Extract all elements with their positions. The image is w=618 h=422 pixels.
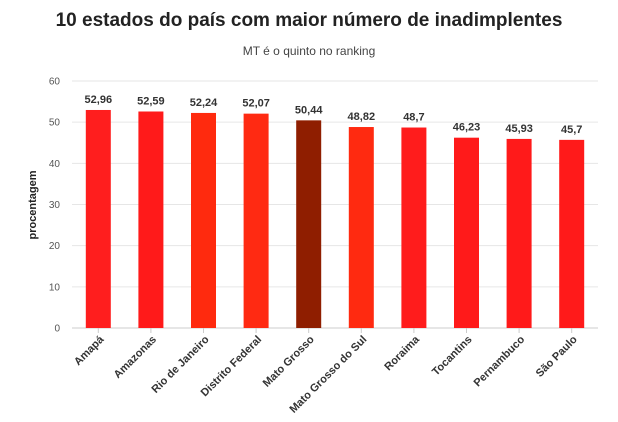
x-tick-label: Amazonas [112,334,159,381]
data-label: 45,93 [505,123,533,135]
x-tick-label: Roraima [382,333,422,373]
bar-0 [85,109,111,329]
x-tick-label: Pernambuco [472,333,528,389]
y-axis-label: procentagem [27,170,39,239]
data-label: 48,7 [403,112,424,124]
bar-7 [454,137,479,328]
data-label: 45,7 [561,124,582,136]
chart-subtitle: MT é o quinto no ranking [242,44,376,58]
y-tick-label: 0 [54,324,60,335]
bar-8 [506,138,532,328]
bar-1 [138,111,164,328]
x-tick-label: Tocantins [430,334,475,379]
data-label: 52,96 [85,94,113,106]
data-label: 48,82 [348,111,376,123]
y-tick-label: 40 [49,159,61,170]
bar-5 [348,127,374,329]
bar-9 [559,139,585,328]
data-label: 52,07 [242,98,270,110]
bar-6 [401,127,427,328]
x-tick-label: Mato Grosso [261,333,317,389]
y-tick-label: 30 [49,200,61,211]
data-label: 52,59 [137,96,165,108]
data-label: 52,24 [190,97,218,109]
data-label: 50,44 [295,104,323,116]
bar-2 [191,112,216,328]
data-label: 46,23 [453,122,481,134]
x-tick-label: São Paulo [534,333,580,379]
x-tick-label: Amapá [72,333,107,368]
bar-3 [243,113,269,328]
chart-title: 10 estados do país com maior número de i… [55,10,563,31]
y-tick-label: 50 [49,118,61,129]
y-tick-label: 20 [49,241,61,252]
bar-4 [296,120,322,328]
y-tick-label: 60 [49,77,61,88]
y-tick-label: 10 [49,282,61,293]
